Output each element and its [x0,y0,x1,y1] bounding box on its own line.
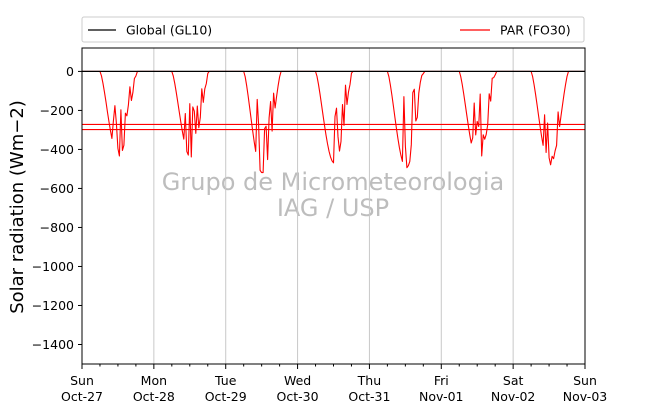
x-tick-day-label: Mon [141,373,167,388]
x-tick-date-label: Nov-03 [563,389,607,404]
y-tick-label: −200 [40,103,74,118]
y-tick-label: −400 [40,142,74,157]
x-tick-date-label: Oct-28 [133,389,175,404]
legend-frame [81,16,585,43]
watermark-line-1: Grupo de Micrometeorologia [162,168,504,196]
series-layer [82,70,585,174]
x-tick-day-label: Wed [284,373,311,388]
watermark-line-2: IAG / USP [277,194,389,222]
x-tick-day-label: Fri [434,373,449,388]
x-tick-day-label: Sun [70,373,94,388]
par-series-line [82,70,585,174]
x-tick-day-label: Sat [503,373,524,388]
x-tick-day-label: Thu [357,373,381,388]
x-tick-date-label: Oct-30 [277,389,319,404]
y-axis-label: Solar radiation (Wm−2) [7,100,28,314]
legend-par-label: PAR (FO30) [500,23,571,38]
y-tick-label: −800 [40,220,74,235]
x-tick-day-label: Tue [214,373,237,388]
y-tick-label: −1200 [32,298,74,313]
legend-global-label: Global (GL10) [126,23,212,38]
x-tick-date-label: Nov-01 [419,389,463,404]
x-gridlines [153,48,514,364]
legend: Global (GL10) PAR (FO30) [81,16,585,43]
axes: 0−200−400−600−800−1000−1200−1400SunOct-2… [32,47,607,404]
y-tick-label: −1000 [32,259,74,274]
x-tick-date-label: Oct-31 [348,389,390,404]
y-tick-label: −1400 [32,337,74,352]
y-tick-label: 0 [66,64,74,79]
x-tick-date-label: Nov-02 [491,389,535,404]
x-tick-date-label: Oct-29 [205,389,247,404]
y-tick-label: −600 [40,181,74,196]
x-tick-date-label: Oct-27 [61,389,103,404]
x-tick-day-label: Sun [573,373,597,388]
